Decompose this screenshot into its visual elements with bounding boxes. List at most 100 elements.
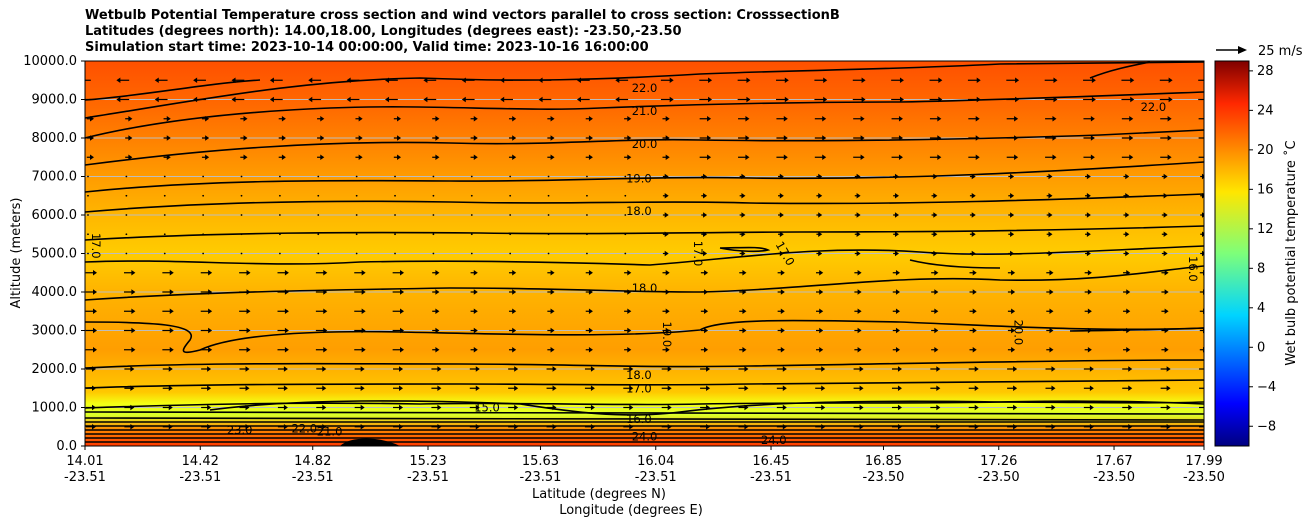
wind-vector bbox=[200, 346, 213, 353]
wind-vector bbox=[385, 77, 398, 84]
wind-vector bbox=[394, 233, 396, 236]
wind-vector bbox=[1083, 404, 1094, 411]
wind-vector bbox=[431, 404, 442, 411]
contour-label: 23.0 bbox=[227, 423, 253, 437]
wind-vector bbox=[661, 423, 672, 430]
wind-vector bbox=[125, 233, 128, 236]
wind-vector bbox=[853, 423, 864, 430]
wind-vector bbox=[778, 192, 784, 199]
y-tick-label: 8000.0 bbox=[32, 131, 78, 146]
wind-vector bbox=[162, 385, 173, 392]
wind-vector bbox=[393, 404, 404, 411]
wind-vector bbox=[931, 212, 938, 218]
wind-vector bbox=[585, 269, 593, 276]
wind-vector bbox=[586, 214, 588, 216]
wind-vector bbox=[201, 115, 210, 122]
wind-vector bbox=[470, 346, 478, 353]
wind-vector bbox=[1085, 212, 1091, 218]
contour-label: 20.0 bbox=[1011, 320, 1025, 346]
colorbar-tick-label: 0 bbox=[1257, 340, 1265, 355]
wind-vector bbox=[432, 308, 440, 315]
svg-text:19.0: 19.0 bbox=[626, 171, 652, 185]
wind-vector bbox=[432, 289, 440, 295]
wind-vector bbox=[85, 289, 97, 295]
wind-vector bbox=[278, 115, 286, 122]
wind-vector bbox=[1085, 192, 1091, 199]
wind-vector bbox=[162, 327, 174, 334]
wind-vector bbox=[200, 269, 213, 276]
wind-vector bbox=[776, 135, 788, 141]
colorbar: −8 −4 0 4 8 12 16 20 24 28 Wet bulb potential tem… bbox=[1214, 60, 1299, 447]
wind-vector bbox=[893, 250, 899, 257]
contour-label: 16.0 bbox=[1186, 256, 1200, 282]
wind-vector bbox=[423, 77, 437, 84]
wind-vector bbox=[1045, 115, 1057, 122]
terrain-blob bbox=[340, 438, 400, 446]
wind-vector bbox=[969, 308, 977, 315]
x-axis-label-longitude: Longitude (degrees E) bbox=[559, 503, 703, 518]
wind-vector bbox=[1122, 423, 1133, 430]
wind-vector bbox=[624, 289, 632, 295]
wind-vector bbox=[162, 308, 174, 315]
wind-vector bbox=[585, 327, 593, 334]
wind-vector bbox=[854, 289, 862, 295]
wind-vector bbox=[354, 346, 366, 353]
wind-vector bbox=[854, 346, 862, 353]
wind-vector bbox=[1085, 173, 1091, 180]
wind-vector bbox=[1046, 289, 1054, 295]
wind-vector bbox=[470, 269, 478, 276]
svg-text:20.0: 20.0 bbox=[632, 137, 658, 151]
wind-vector bbox=[193, 77, 206, 84]
wind-vector bbox=[931, 250, 938, 257]
wind-vector bbox=[509, 194, 512, 197]
svg-text:24.0: 24.0 bbox=[632, 429, 658, 443]
wind-vector bbox=[1006, 115, 1019, 122]
wind-vector bbox=[815, 366, 826, 372]
wind-vector bbox=[1084, 346, 1092, 353]
wind-vector bbox=[201, 154, 210, 161]
wind-vector bbox=[662, 346, 670, 353]
wind-vector bbox=[394, 175, 396, 178]
y-tick-label: 4000.0 bbox=[32, 285, 78, 300]
wind-vector bbox=[432, 214, 435, 216]
wind-vector bbox=[816, 231, 823, 238]
wind-vector bbox=[701, 231, 708, 238]
svg-text:22.0: 22.0 bbox=[1141, 100, 1167, 114]
wind-vector bbox=[893, 212, 899, 218]
wind-vector bbox=[508, 366, 519, 372]
wind-vector bbox=[461, 96, 475, 103]
wind-vector bbox=[1159, 77, 1173, 84]
wind-vector bbox=[201, 135, 210, 141]
wind-vector bbox=[1160, 385, 1171, 392]
wind-vector bbox=[931, 231, 938, 238]
wind-vector bbox=[854, 192, 861, 199]
wind-vector bbox=[853, 366, 864, 372]
wind-vector bbox=[1123, 212, 1130, 218]
y-tick-label: 6000.0 bbox=[32, 208, 78, 223]
wind-vector bbox=[432, 252, 435, 255]
wind-vector bbox=[1161, 289, 1169, 295]
wind-vector bbox=[623, 366, 634, 372]
wind-vector bbox=[929, 77, 943, 84]
wind-vector bbox=[125, 135, 133, 141]
wind-vector bbox=[547, 327, 555, 334]
wind-vector bbox=[231, 77, 245, 84]
wind-vector bbox=[738, 404, 749, 411]
wind-vector bbox=[1006, 135, 1019, 141]
svg-text:19.0: 19.0 bbox=[660, 322, 674, 348]
wind-vector bbox=[1198, 98, 1204, 101]
wind-vector bbox=[1161, 231, 1168, 238]
wind-vector bbox=[508, 385, 519, 392]
wind-vector bbox=[239, 423, 250, 430]
wind-vector bbox=[240, 154, 248, 161]
wind-vector bbox=[125, 175, 128, 178]
wind-vector bbox=[738, 366, 749, 372]
wind-vector bbox=[660, 96, 674, 103]
wind-vector bbox=[85, 269, 97, 276]
wind-vector bbox=[969, 173, 976, 180]
svg-text:17.0: 17.0 bbox=[691, 241, 705, 267]
wind-vector bbox=[355, 115, 363, 122]
wind-vector bbox=[737, 96, 751, 103]
wind-vector bbox=[163, 115, 171, 122]
wind-vector bbox=[738, 115, 750, 122]
